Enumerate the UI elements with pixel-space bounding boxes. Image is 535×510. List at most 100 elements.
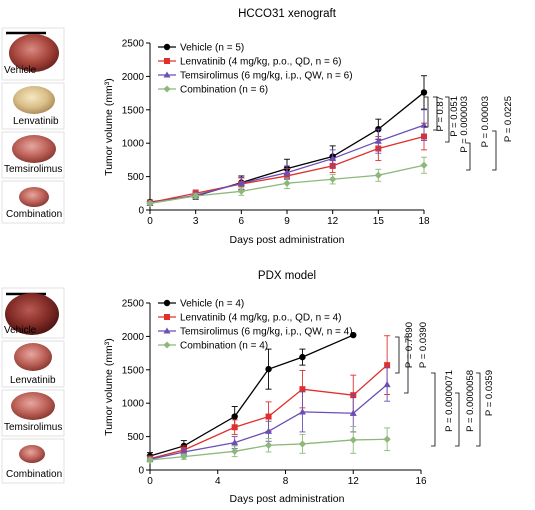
data-point [420,161,428,169]
data-point [329,154,337,162]
data-point [298,408,306,415]
data-point [299,353,306,361]
legend-marker-circle [163,299,171,307]
photo-label-vehicle: Vehicle [4,65,37,76]
x-tick-label: 0 [147,216,153,227]
data-point [264,441,273,449]
p-value-label: P = 0.0359 [484,370,495,416]
data-point [298,440,307,448]
x-tick-label: 4 [215,476,221,487]
data-point [265,413,272,420]
data-point [231,447,239,455]
data-point [420,121,428,128]
p-value-label: P = 0.0390 [418,322,429,368]
data-point [283,168,291,176]
data-point [237,179,245,186]
chart-title: PDX model [258,270,316,282]
x-tick-label: 12 [348,476,360,487]
p-values: P = 0.7890 P = 0.0390 P = 0.0000071 P = … [404,322,495,432]
data-point [180,448,188,455]
data-point [349,436,357,444]
p-value-label: P = 0.000003 [459,96,470,153]
tumor-photo-temsirolimus [12,135,56,163]
series-combination [146,426,391,464]
bracket-veh-len [424,96,429,128]
y-tick-label: 1000 [122,399,145,410]
series-layer [146,331,391,464]
data-point [237,187,245,195]
data-point [299,386,306,393]
legend-marker-square [164,314,170,320]
y-tick-label: 2000 [122,72,145,83]
chart-hcco31: HCCO31 xenograft 0 500 1000 1500 2000 2500 0 3 6… [103,8,514,246]
data-point [350,331,357,339]
legend-label: Lenvatinib (4 mg/kg, p.o., QD, n = 4) [180,313,341,324]
data-point [192,192,200,200]
data-point [374,171,382,179]
y-tick-label: 2000 [122,332,145,343]
x-tick-label: 8 [283,476,289,487]
legend-marker-square [164,58,170,64]
legend-label: Combination (n = 6) [180,85,268,96]
legend-marker-triangle [163,327,171,334]
data-point [329,175,337,183]
tumor-photo-combination [19,445,45,463]
legend-item-vehicle: Vehicle (n = 5) [158,43,244,54]
y-axis-label: Tumor volume (mm³) [103,78,115,176]
data-point [420,89,428,96]
photo-label-combination: Combination [6,469,62,480]
legend-item-combination: Combination (n = 4) [158,341,268,352]
legend-item-vehicle: Vehicle (n = 4) [158,299,244,310]
tumor-photo-temsirolimus [11,392,55,420]
x-tick-label: 12 [327,216,339,227]
y-tick-label: 2500 [122,299,145,310]
data-point [265,365,272,373]
legend-label: Vehicle (n = 5) [180,43,244,54]
y-tick-label: 500 [127,172,144,183]
bracket-len-com [466,142,471,171]
bracket-len-com [431,372,436,447]
p-value-label: P = 0.0000058 [465,370,476,432]
axes: 0 500 1000 1500 2000 2500 0 3 6 9 12 15 18 [122,39,430,228]
p-value-label: P = 0.051 [449,96,460,137]
chart-title: HCCO31 xenograft [238,8,337,20]
p-value-label: P = 0.0225 [503,96,514,142]
data-point [231,439,239,446]
photo-label-lenvatinib: Lenvatinib [10,375,56,386]
p-value-label: P = 0.0000071 [444,370,455,432]
series-layer [146,75,428,207]
legend-item-temsirolimus: Temsirolimus (6 mg/kg, i.p., QW, n = 6) [158,71,353,82]
tumor-photo-combination [19,187,49,207]
y-tick-label: 2500 [122,39,145,50]
photo-label-lenvatinib: Lenvatinib [13,116,59,127]
y-tick-label: 500 [127,432,144,443]
legend-marker-diamond [163,85,171,93]
data-point [383,380,391,388]
legend-label: Vehicle (n = 4) [180,299,244,310]
legend-label: Lenvatinib (4 mg/kg, p.o., QD, n = 6) [180,57,341,68]
legend: Vehicle (n = 5) Lenvatinib (4 mg/kg, p.o… [158,43,353,96]
legend-marker-diamond [163,341,171,349]
series-line [149,334,354,457]
series-temsirolimus [146,367,391,462]
x-tick-label: 0 [147,476,153,487]
photo-label-temsirolimus: Temsirolimus [4,164,62,175]
data-point [231,413,238,420]
x-axis-label: Days post administration [230,493,345,505]
data-point [384,362,391,369]
x-tick-label: 9 [284,216,290,227]
legend-item-combination: Combination (n = 6) [158,85,268,96]
bracket-len-tem [476,372,481,447]
legend: Vehicle (n = 4) Lenvatinib (4 mg/kg, p.o… [158,299,353,352]
y-axis-label: Tumor volume (mm³) [103,338,115,436]
data-point [383,435,391,443]
significance-brackets [424,96,497,171]
photo-label-combination: Combination [6,209,62,220]
bracket-tem-com [455,392,460,447]
tumor-photo-vehicle [9,34,59,72]
x-tick-label: 15 [373,216,385,227]
x-tick-label: 18 [418,216,430,227]
bracket-tem-com [492,130,497,171]
y-tick-label: 1500 [122,365,145,376]
